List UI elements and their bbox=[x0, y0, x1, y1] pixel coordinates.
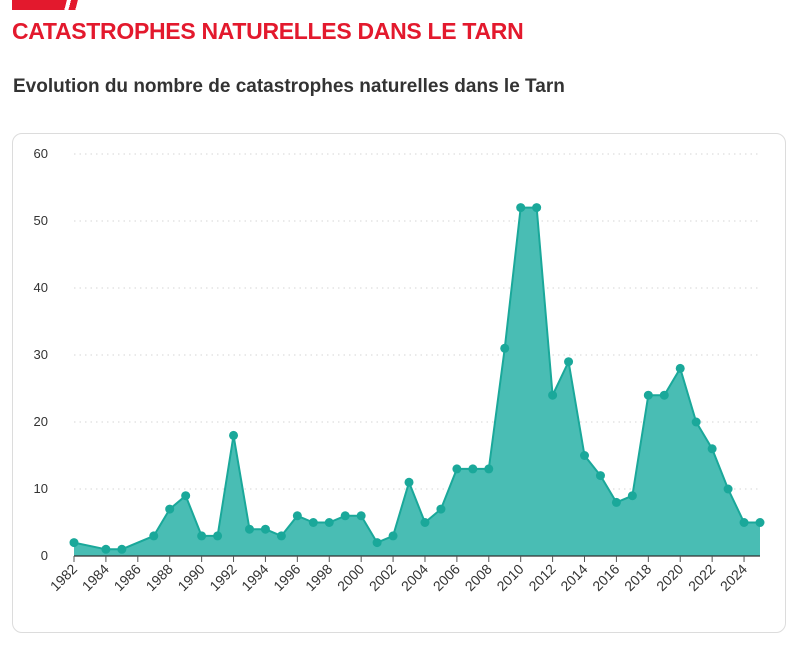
x-tick-label: 2020 bbox=[653, 561, 686, 594]
data-point bbox=[324, 518, 334, 527]
data-point bbox=[181, 491, 191, 501]
data-point bbox=[707, 444, 717, 454]
data-point bbox=[308, 518, 318, 527]
data-point bbox=[548, 390, 558, 400]
x-tick-label: 1982 bbox=[47, 561, 80, 594]
x-tick-label: 2004 bbox=[398, 561, 431, 594]
data-point bbox=[627, 491, 637, 501]
data-point bbox=[595, 471, 605, 481]
x-tick-label: 1992 bbox=[206, 561, 239, 594]
x-tick-label: 2014 bbox=[557, 561, 590, 594]
data-point bbox=[580, 451, 590, 460]
data-point bbox=[276, 531, 286, 541]
data-point bbox=[532, 203, 542, 213]
x-tick-label: 1988 bbox=[142, 561, 175, 594]
x-tick-label: 2018 bbox=[621, 561, 654, 594]
x-tick-label: 1990 bbox=[174, 561, 207, 594]
x-tick-label: 1984 bbox=[79, 561, 112, 594]
data-point bbox=[165, 504, 175, 514]
x-tick-label: 2012 bbox=[525, 561, 558, 594]
x-tick-label: 2016 bbox=[589, 561, 622, 594]
data-point bbox=[675, 363, 685, 373]
data-point bbox=[101, 544, 111, 554]
y-tick-label: 60 bbox=[34, 146, 48, 161]
data-point bbox=[755, 518, 765, 527]
y-tick-label: 10 bbox=[34, 481, 48, 496]
data-point bbox=[117, 544, 127, 554]
x-tick-label: 1998 bbox=[302, 561, 335, 594]
data-point bbox=[468, 464, 478, 474]
data-point bbox=[244, 524, 254, 534]
data-point bbox=[484, 464, 494, 474]
data-point bbox=[292, 511, 302, 521]
x-tick-label: 2008 bbox=[462, 561, 495, 594]
data-point bbox=[69, 538, 79, 548]
y-tick-label: 20 bbox=[34, 414, 48, 429]
x-tick-label: 2010 bbox=[493, 561, 526, 594]
data-point bbox=[723, 484, 733, 494]
data-point bbox=[739, 518, 749, 527]
x-tick-label: 1996 bbox=[270, 561, 303, 594]
data-point bbox=[500, 343, 510, 353]
x-tick-label: 2000 bbox=[334, 561, 367, 594]
x-tick-label: 1986 bbox=[111, 561, 144, 594]
data-point bbox=[691, 417, 701, 427]
x-tick-label: 2002 bbox=[366, 561, 399, 594]
data-point bbox=[213, 531, 223, 541]
data-point bbox=[643, 390, 653, 400]
data-point bbox=[260, 524, 270, 534]
data-point bbox=[420, 518, 430, 527]
area-fill bbox=[74, 207, 760, 556]
y-tick-label: 40 bbox=[34, 280, 48, 295]
data-point bbox=[229, 430, 239, 440]
data-point bbox=[611, 497, 621, 507]
data-point bbox=[436, 504, 446, 514]
data-point bbox=[452, 464, 462, 474]
y-tick-label: 0 bbox=[41, 548, 48, 563]
data-point bbox=[516, 203, 526, 213]
data-point bbox=[149, 531, 159, 541]
data-point bbox=[197, 531, 207, 541]
header-accent-bar bbox=[12, 0, 78, 10]
chart-title: Evolution du nombre de catastrophes natu… bbox=[13, 76, 565, 97]
section-title: CATASTROPHES NATURELLES DANS LE TARN bbox=[12, 18, 524, 44]
data-point bbox=[340, 511, 350, 521]
data-point bbox=[404, 477, 414, 487]
data-point bbox=[564, 357, 574, 367]
data-point bbox=[372, 538, 382, 548]
x-tick-label: 1994 bbox=[238, 561, 271, 594]
data-point bbox=[356, 511, 366, 521]
x-tick-label: 2024 bbox=[717, 561, 750, 594]
x-tick-label: 2022 bbox=[685, 561, 718, 594]
y-tick-label: 30 bbox=[34, 347, 48, 362]
data-point bbox=[659, 390, 669, 400]
data-point bbox=[388, 531, 398, 541]
x-tick-label: 2006 bbox=[430, 561, 463, 594]
y-tick-label: 50 bbox=[34, 213, 48, 228]
